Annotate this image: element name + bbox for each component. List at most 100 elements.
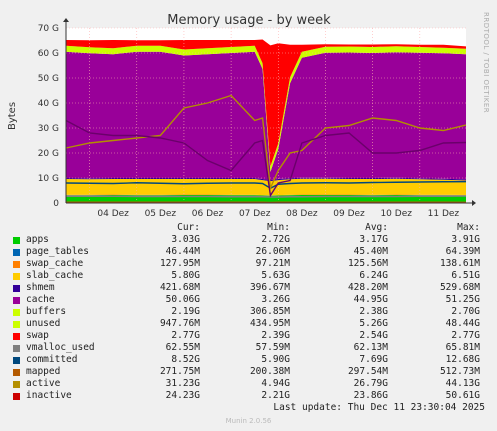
y-tick-label: 50 G bbox=[38, 74, 59, 84]
legend-min: 97.21M bbox=[255, 258, 290, 269]
legend-avg: 3.17G bbox=[359, 234, 388, 245]
legend-swatch bbox=[13, 333, 20, 340]
legend-row-active: active 31.23G 4.94G 26.79G 44.13G bbox=[10, 378, 492, 390]
line-active bbox=[65, 94, 467, 191]
line-inactive bbox=[65, 119, 467, 198]
legend-name: mapped bbox=[26, 366, 61, 377]
legend-max: 138.61M bbox=[439, 258, 480, 269]
legend-max: 50.61G bbox=[445, 390, 480, 401]
legend-swatch bbox=[13, 345, 20, 352]
legend-avg: 2.38G bbox=[359, 306, 388, 317]
legend-row-mapped: mapped 271.75M 200.38M 297.54M 512.73M bbox=[10, 366, 492, 378]
legend-rows: apps 3.03G 2.72G 3.17G 3.91G page_tables 46.44… bbox=[10, 234, 492, 402]
x-tick-label: 04 Dez bbox=[97, 209, 129, 219]
legend-row-page-tables: page_tables 46.44M 26.06M 45.40M 64.39M bbox=[10, 246, 492, 258]
legend-min: 2.72G bbox=[261, 234, 290, 245]
legend-row-inactive: inactive 24.23G 2.21G 23.86G 50.61G bbox=[10, 390, 492, 402]
legend-avg: 44.95G bbox=[353, 294, 388, 305]
legend-row-apps: apps 3.03G 2.72G 3.17G 3.91G bbox=[10, 234, 492, 246]
area-shmem bbox=[66, 177, 466, 182]
legend-min: 200.38M bbox=[249, 366, 290, 377]
stacked-areas bbox=[66, 39, 466, 203]
legend-cur: 127.95M bbox=[159, 258, 200, 269]
x-tick-label: 10 Dez bbox=[380, 209, 412, 219]
legend-name: committed bbox=[26, 354, 78, 365]
legend-cur: 2.19G bbox=[171, 306, 200, 317]
legend-row-unused: unused 947.76M 434.95M 5.26G 48.44G bbox=[10, 318, 492, 330]
legend-min: 3.26G bbox=[261, 294, 290, 305]
legend-cur: 2.77G bbox=[171, 330, 200, 341]
legend-cur: 3.03G bbox=[171, 234, 200, 245]
legend-swatch bbox=[13, 321, 20, 328]
legend-name: swap bbox=[26, 330, 49, 341]
legend-avg: 297.54M bbox=[347, 366, 388, 377]
legend-cur: 947.76M bbox=[159, 318, 200, 329]
last-update: Last update: Thu Dec 11 23:30:04 2025 bbox=[273, 402, 485, 413]
legend-name: inactive bbox=[26, 390, 72, 401]
y-tick-label: 0 bbox=[53, 199, 59, 209]
legend-row-committed: committed 8.52G 5.90G 7.69G 12.68G bbox=[10, 354, 492, 366]
area-swap_cache bbox=[66, 194, 466, 196]
legend-avg: 6.24G bbox=[359, 270, 388, 281]
legend-max: 65.81M bbox=[445, 342, 480, 353]
y-axis-arrow bbox=[63, 18, 69, 22]
legend-swatch bbox=[13, 285, 20, 292]
legend-cur: 421.68M bbox=[159, 282, 200, 293]
x-tick-label: 07 Dez bbox=[239, 209, 271, 219]
legend-min: 396.67M bbox=[249, 282, 290, 293]
legend-name: shmem bbox=[26, 282, 55, 293]
legend-swatch bbox=[13, 369, 20, 376]
x-tick-label: 11 Dez bbox=[428, 209, 460, 219]
legend-swatch bbox=[13, 237, 20, 244]
legend-header: Cur: Min: Avg: Max: bbox=[10, 222, 492, 234]
legend-avg: 62.13M bbox=[353, 342, 388, 353]
legend-table: Cur: Min: Avg: Max: apps 3.03G 2.72G 3.17G 3… bbox=[10, 222, 492, 402]
legend-name: active bbox=[26, 378, 61, 389]
y-tick-label: 40 G bbox=[38, 99, 59, 109]
area-slab_cache bbox=[66, 178, 466, 196]
legend-max: 12.68G bbox=[445, 354, 480, 365]
legend-cur: 46.44M bbox=[165, 246, 200, 257]
legend-cur: 24.23G bbox=[165, 390, 200, 401]
legend-avg: 125.56M bbox=[347, 258, 388, 269]
legend-min: 5.63G bbox=[261, 270, 290, 281]
legend-avg: 45.40M bbox=[353, 246, 388, 257]
legend-max: 44.13G bbox=[445, 378, 480, 389]
legend-swatch bbox=[13, 273, 20, 280]
legend-max: 6.51G bbox=[451, 270, 480, 281]
x-tick-label: 09 Dez bbox=[333, 209, 365, 219]
legend-max: 51.25G bbox=[445, 294, 480, 305]
legend-name: buffers bbox=[26, 306, 67, 317]
legend-min: 26.06M bbox=[255, 246, 290, 257]
x-tick-label: 05 Dez bbox=[145, 209, 177, 219]
legend-row-shmem: shmem 421.68M 396.67M 428.20M 529.68M bbox=[10, 282, 492, 294]
legend-name: apps bbox=[26, 234, 49, 245]
legend-name: cache bbox=[26, 294, 55, 305]
legend-swatch bbox=[13, 309, 20, 316]
legend-swatch bbox=[13, 357, 20, 364]
legend-min: 306.85M bbox=[249, 306, 290, 317]
rrdtool-side-label: RRDTOOL / TOBI OETIKER bbox=[482, 12, 490, 113]
legend-header-avg: Avg: bbox=[365, 222, 388, 233]
legend-name: vmalloc_used bbox=[26, 342, 95, 353]
legend-min: 2.21G bbox=[261, 390, 290, 401]
legend-min: 57.59M bbox=[255, 342, 290, 353]
legend-swatch bbox=[13, 297, 20, 304]
y-tick-label: 20 G bbox=[38, 149, 59, 159]
legend-row-vmalloc-used: vmalloc_used 62.55M 57.59M 62.13M 65.81M bbox=[10, 342, 492, 354]
legend-avg: 23.86G bbox=[353, 390, 388, 401]
legend-max: 512.73M bbox=[439, 366, 480, 377]
legend-avg: 2.54G bbox=[359, 330, 388, 341]
legend-name: unused bbox=[26, 318, 61, 329]
legend-row-cache: cache 50.06G 3.26G 44.95G 51.25G bbox=[10, 294, 492, 306]
legend-avg: 7.69G bbox=[359, 354, 388, 365]
area-page_tables bbox=[66, 194, 466, 196]
area-unused bbox=[66, 39, 466, 167]
legend-max: 2.70G bbox=[451, 306, 480, 317]
memory-chart: Memory usage - by week Bytes RRDTOOL / T… bbox=[7, 12, 490, 219]
legend-swatch bbox=[13, 261, 20, 268]
legend-name: swap_cache bbox=[26, 258, 84, 269]
line-swap bbox=[66, 195, 467, 198]
y-tick-label: 10 G bbox=[38, 174, 59, 184]
legend-header-min: Min: bbox=[267, 222, 290, 233]
